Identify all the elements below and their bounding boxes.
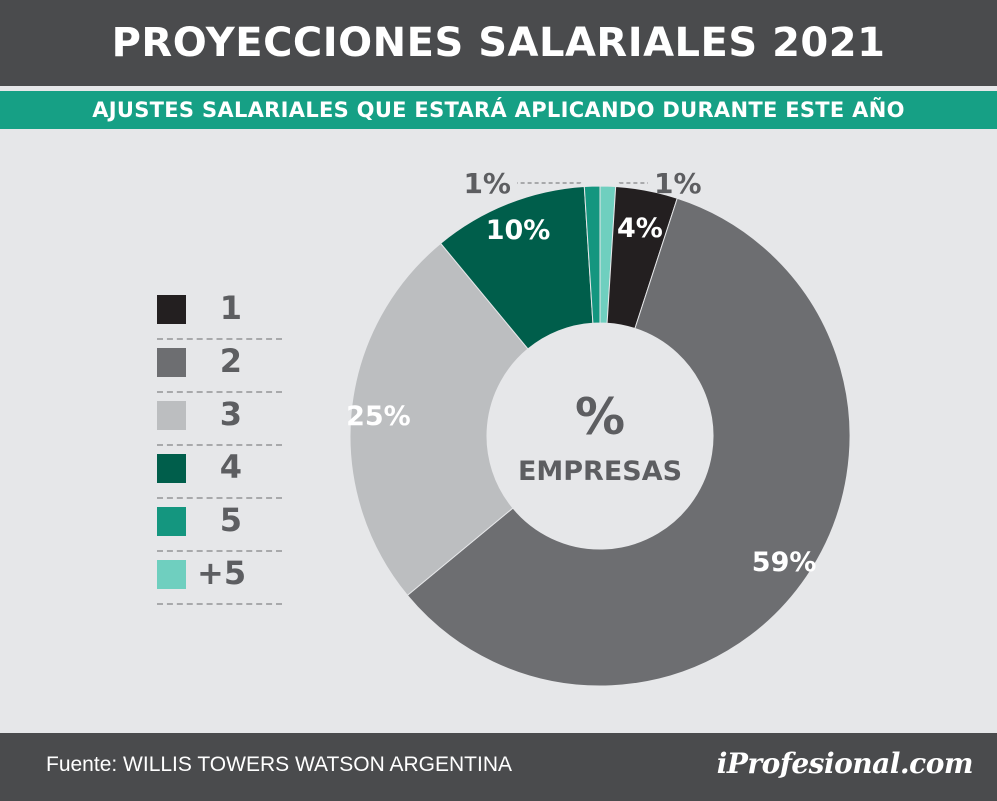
data-label-1: 4% [617,213,663,244]
chart-legend: 1 2 3 4 5 +5 [157,287,282,605]
legend-label: 1 [219,289,242,327]
legend-label: 3 [219,395,242,433]
pie-slice-5 [583,185,601,324]
donut-chart: % EMPRESAS 4% 59% 25% 10% 1% 1% [346,167,851,687]
legend-item: 1 [157,287,282,340]
subtitle-bar: AJUSTES SALARIALES QUE ESTARÁ APLICANDO … [0,91,997,129]
legend-swatch [157,454,186,483]
legend-label: 5 [219,501,242,539]
brand-logo: iProfesional.com [716,747,974,780]
legend-swatch [157,507,186,536]
legend-label: +5 [197,554,247,592]
center-label: EMPRESAS [518,456,682,487]
legend-item: 4 [157,446,282,499]
legend-swatch [157,348,186,377]
legend-item: 5 [157,499,282,552]
data-label-4: 10% [486,215,551,246]
data-label-2: 59% [752,547,817,578]
legend-item: 3 [157,393,282,446]
legend-label: 2 [219,342,242,380]
center-percent-symbol: % [575,388,625,446]
page-subtitle: AJUSTES SALARIALES QUE ESTARÁ APLICANDO … [92,98,905,122]
pie-slice-3 [349,242,529,597]
pie-slice-2 [406,197,851,687]
legend-item: 2 [157,340,282,393]
legend-swatch [157,560,186,589]
legend-swatch [157,295,186,324]
title-bar: PROYECCIONES SALARIALES 2021 [0,0,997,86]
footer-bar: Fuente: WILLIS TOWERS WATSON ARGENTINA i… [0,733,997,801]
source-text: Fuente: WILLIS TOWERS WATSON ARGENTINA [46,753,512,776]
data-label-plus5: 1% [654,167,702,200]
legend-item: +5 [157,552,282,605]
page-title: PROYECCIONES SALARIALES 2021 [111,20,886,66]
data-label-5: 1% [463,167,511,200]
data-label-3: 25% [346,401,411,432]
legend-swatch [157,401,186,430]
legend-label: 4 [219,448,242,486]
